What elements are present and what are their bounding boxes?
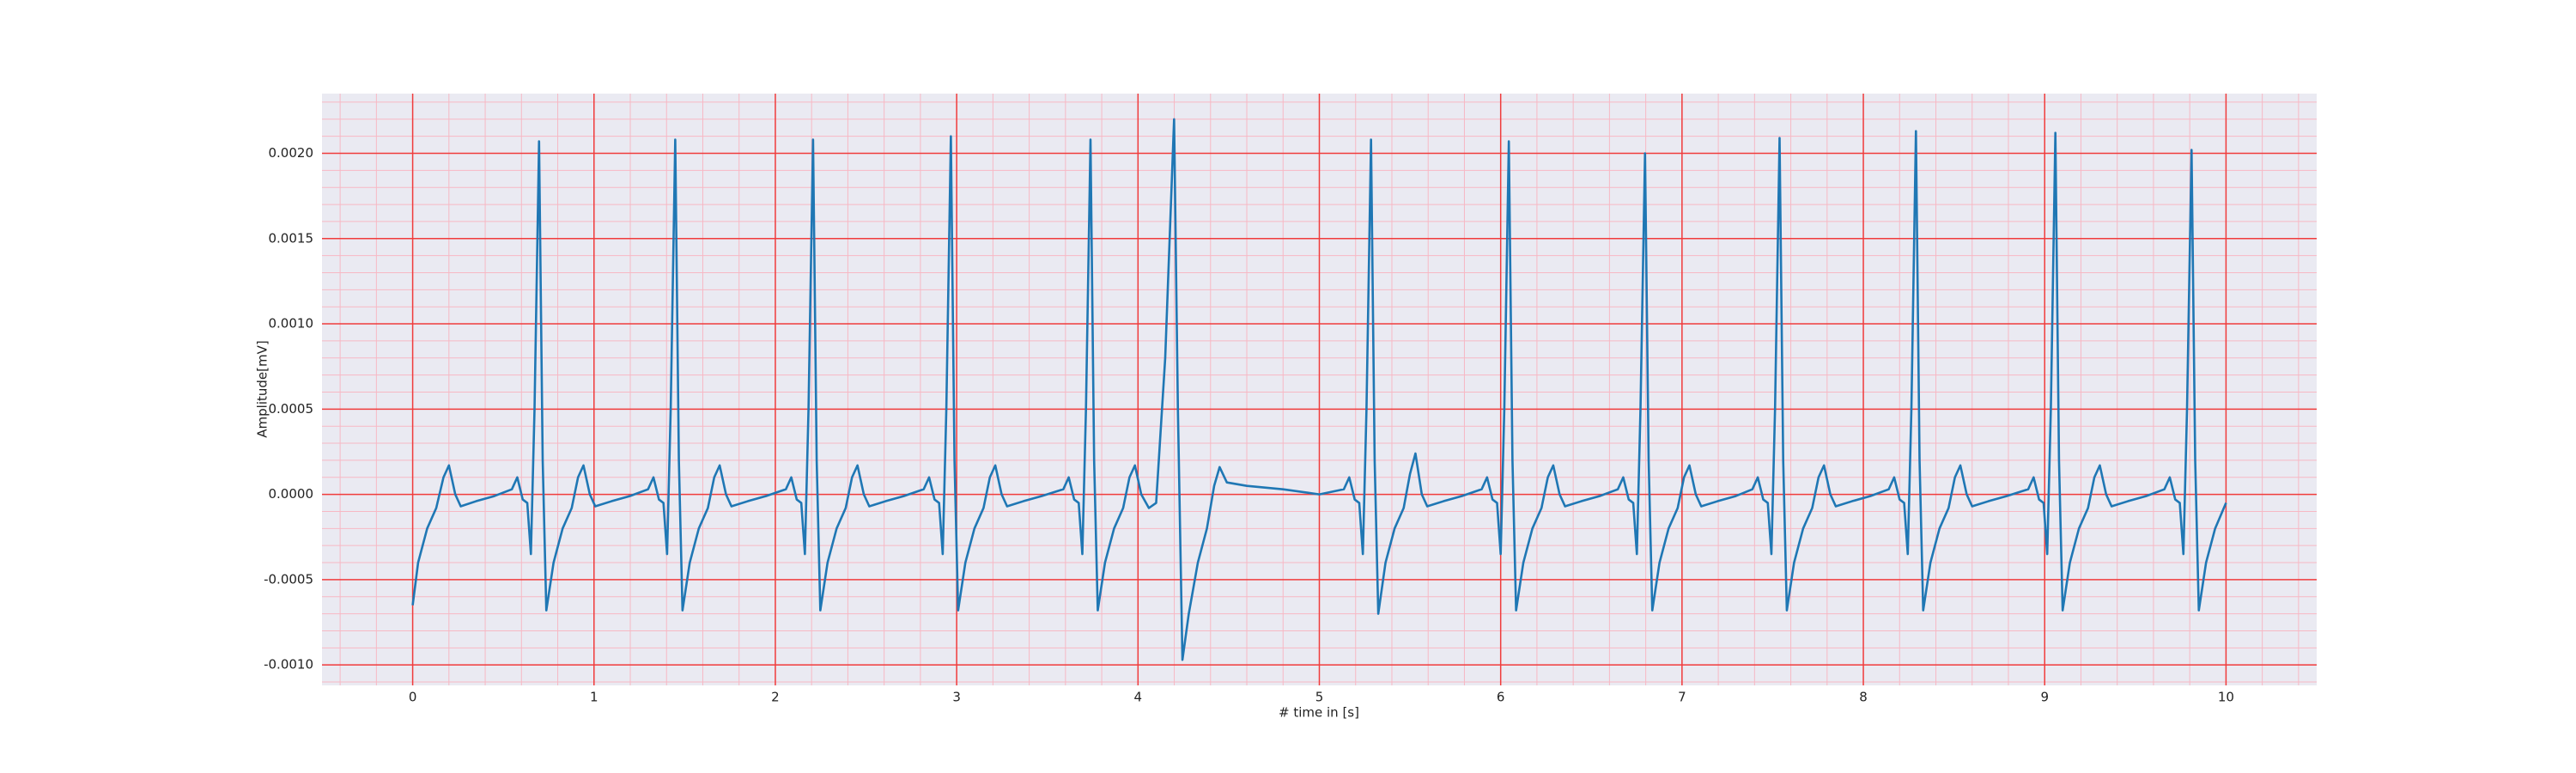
y-tick-label: 0.0020 — [269, 145, 314, 161]
y-tick-label: 0.0000 — [269, 486, 314, 502]
x-tick-label: 7 — [1678, 690, 1686, 705]
x-tick-label: 8 — [1859, 690, 1868, 705]
x-tick-label: 1 — [590, 690, 598, 705]
y-axis-label: Amplitude[mV] — [255, 340, 270, 437]
x-tick-label: 10 — [2218, 690, 2234, 705]
x-tick-label: 6 — [1497, 690, 1505, 705]
y-tick-label: -0.0010 — [264, 657, 313, 673]
x-axis-label: # time in [s] — [1279, 705, 1359, 721]
y-tick-label: 0.0015 — [269, 230, 314, 246]
x-tick-label: 3 — [952, 690, 961, 705]
ecg-line — [411, 118, 2227, 661]
x-tick-label: 2 — [771, 690, 780, 705]
x-tick-label: 0 — [409, 690, 417, 705]
y-tick-label: -0.0005 — [264, 571, 313, 587]
y-tick-label: 0.0010 — [269, 316, 314, 332]
x-tick-label: 4 — [1134, 690, 1143, 705]
y-tick-label: 0.0005 — [269, 401, 314, 417]
x-tick-label: 5 — [1315, 690, 1324, 705]
x-tick-label: 9 — [2040, 690, 2049, 705]
